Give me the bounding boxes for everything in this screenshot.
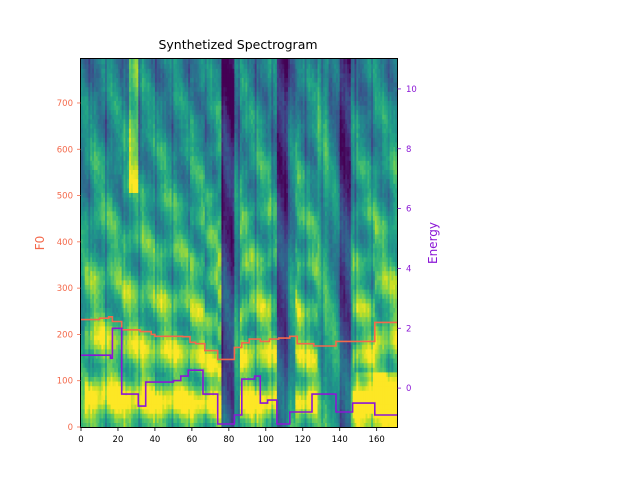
energy-tick-label: 6	[406, 205, 411, 215]
energy-tick-label: 0	[406, 384, 411, 394]
x-tick-label: 20	[113, 435, 124, 445]
x-tick-label: 0	[78, 435, 83, 445]
energy-axis-label: Energy	[426, 222, 440, 264]
f0-tick-label: 400	[57, 238, 73, 248]
f0-tick-label: 100	[57, 377, 73, 387]
x-tick-label: 60	[186, 435, 197, 445]
x-tick-label: 80	[223, 435, 234, 445]
x-tick-label: 100	[258, 435, 274, 445]
energy-tick-label: 10	[406, 85, 417, 95]
f0-tick-label: 0	[68, 423, 73, 433]
energy-tick-label: 2	[406, 324, 411, 334]
spectrogram-heatmap	[81, 59, 397, 427]
f0-tick-label: 500	[57, 192, 73, 202]
energy-tick-label: 8	[406, 145, 411, 155]
x-tick-label: 160	[369, 435, 385, 445]
chart-title: Synthetized Spectrogram	[158, 37, 317, 52]
f0-axis-label: F0	[33, 236, 47, 251]
x-tick-label: 120	[295, 435, 311, 445]
x-tick-label: 40	[150, 435, 161, 445]
energy-line	[81, 327, 397, 425]
f0-tick-label: 700	[57, 99, 73, 109]
x-axis: 0 20 40 60 80 100 120 140 160	[78, 427, 385, 445]
f0-tick-label: 200	[57, 330, 73, 340]
energy-axis: 0 2 4 6 8 10	[397, 85, 417, 394]
x-tick-label: 140	[332, 435, 348, 445]
f0-axis: 0 100 200 300 400 500 600 700	[57, 99, 81, 433]
f0-tick-label: 600	[57, 145, 73, 155]
f0-tick-label: 300	[57, 284, 73, 294]
energy-tick-label: 4	[406, 264, 411, 274]
plot-frame	[80, 58, 398, 428]
